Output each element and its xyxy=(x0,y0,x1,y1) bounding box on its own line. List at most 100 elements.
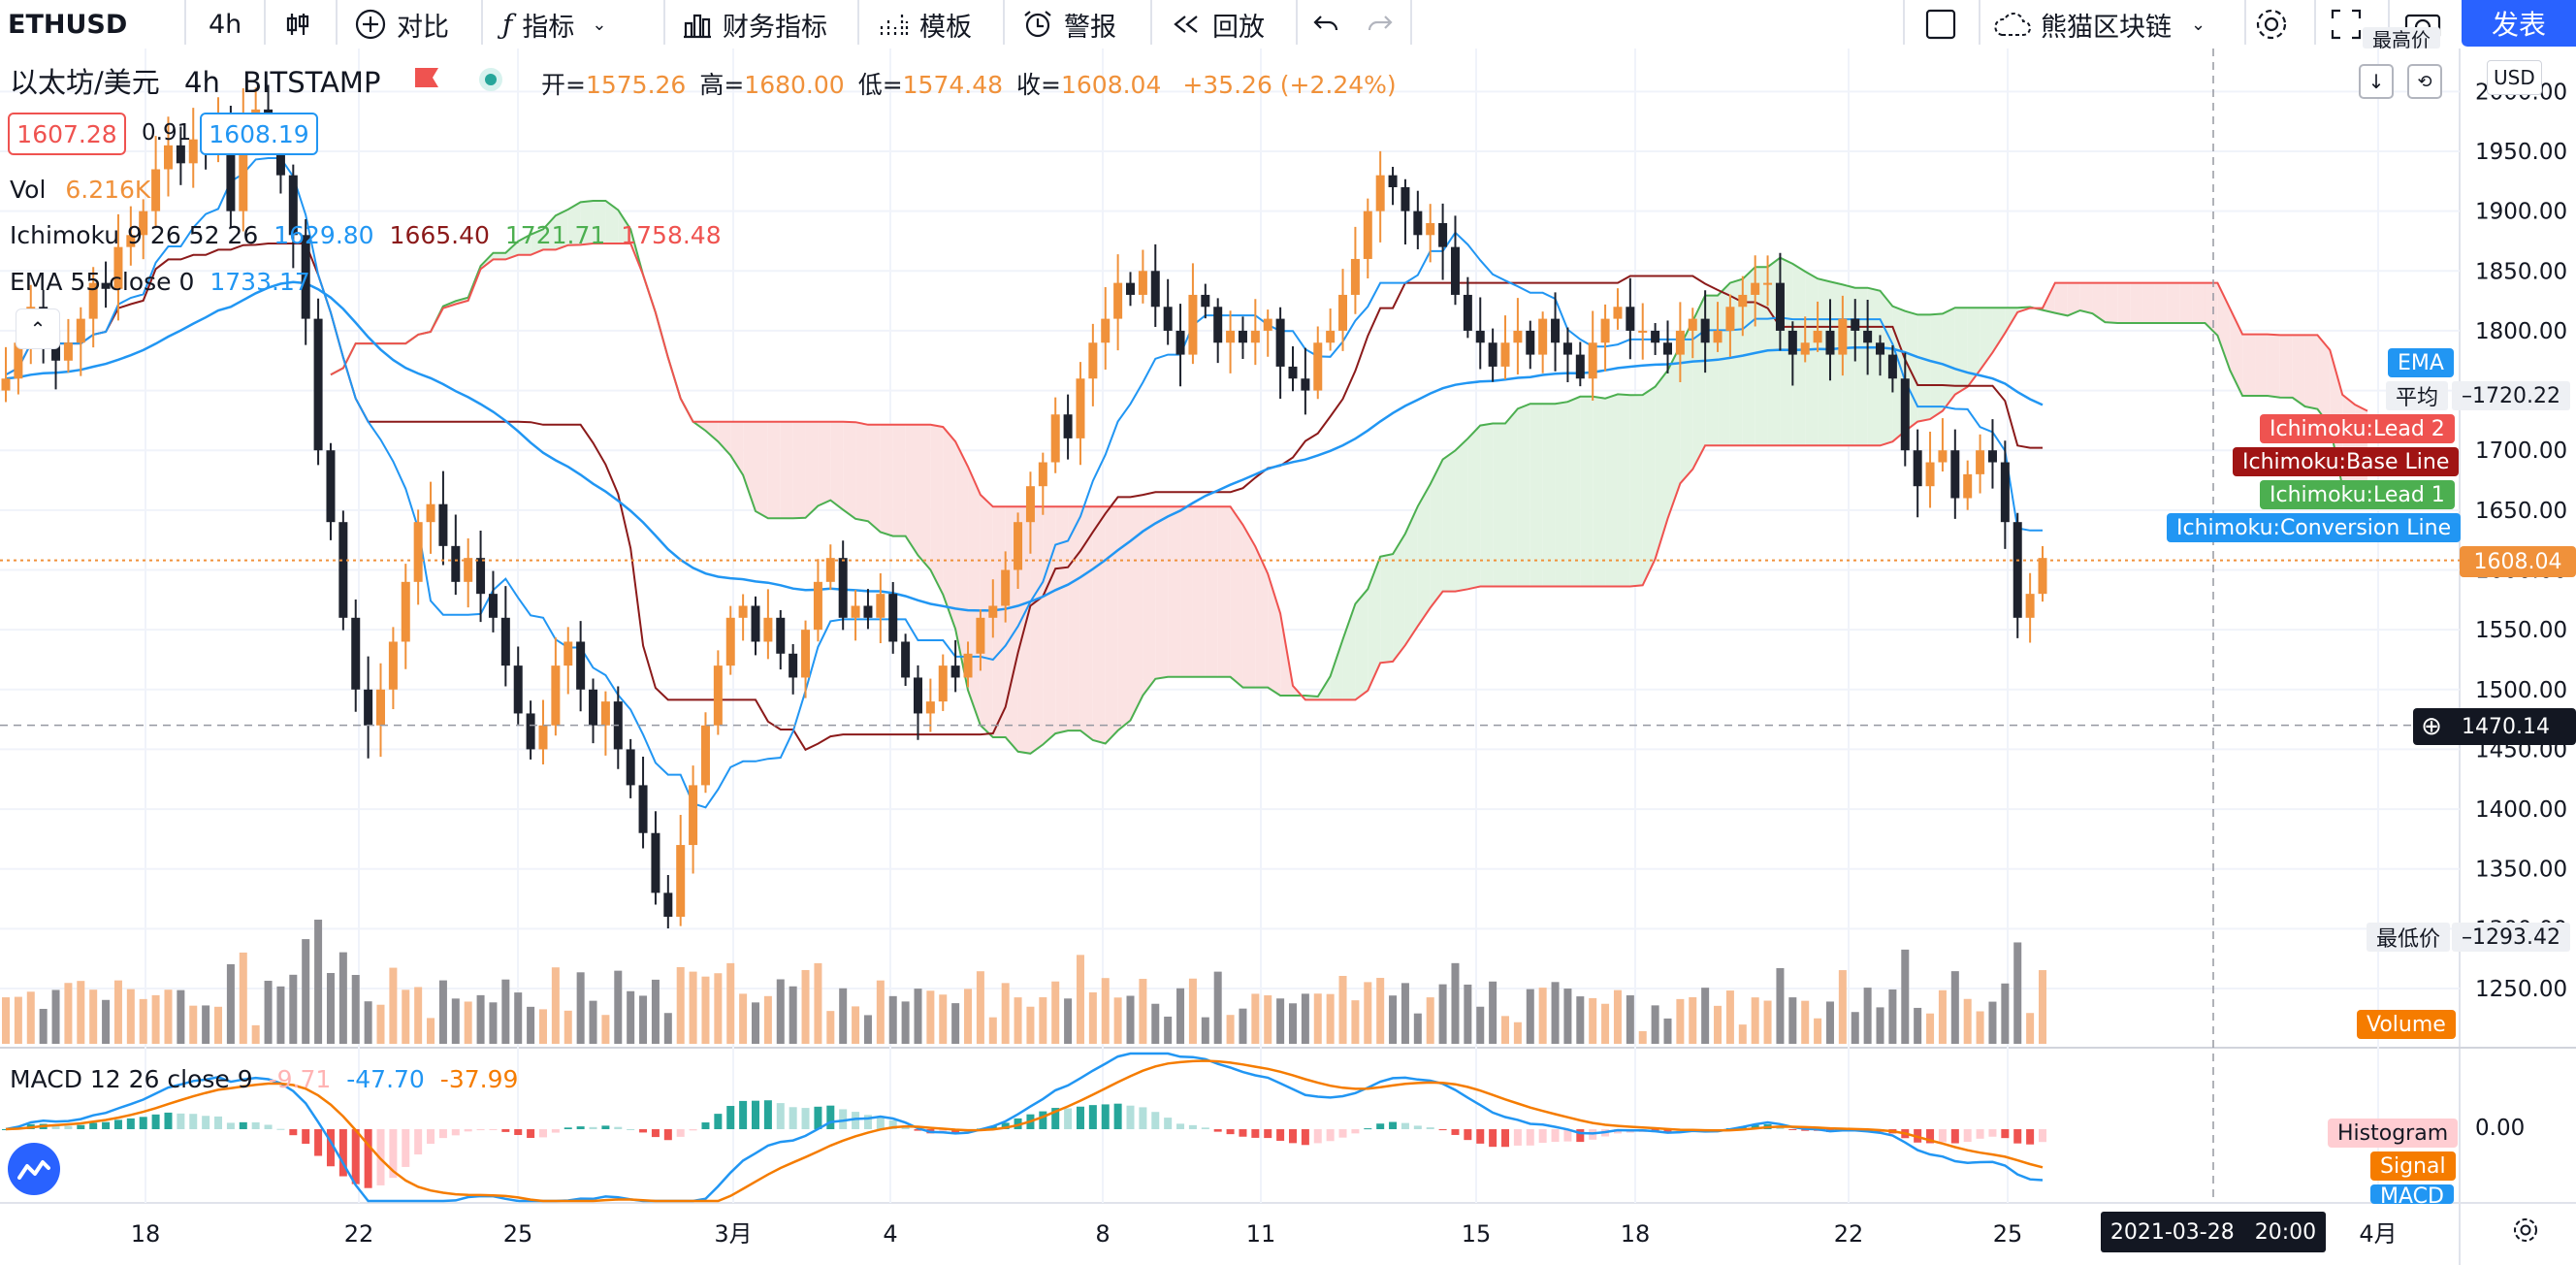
settings-button[interactable] xyxy=(2252,0,2301,49)
macd-histogram-bar xyxy=(438,1129,447,1139)
macd-histogram-bar xyxy=(1338,1129,1347,1138)
volume-bar xyxy=(427,1018,435,1044)
compare-label: 对比 xyxy=(397,12,449,43)
redo-button[interactable] xyxy=(1364,0,1404,49)
candles-icon xyxy=(283,10,312,39)
auto-scale-icon: ⟲ xyxy=(2417,71,2432,92)
volume-bar xyxy=(651,979,660,1044)
macd-histogram-bar xyxy=(64,1125,73,1129)
volume-bar xyxy=(714,973,723,1044)
candle-body xyxy=(1513,330,1523,343)
volume-bar xyxy=(1763,1000,1772,1044)
volume-bar xyxy=(1576,996,1585,1044)
ichimoku-cloud-segment xyxy=(593,200,606,243)
candle-body xyxy=(551,665,561,726)
macd-histogram-bar xyxy=(338,1129,347,1177)
ichimoku-cloud-segment xyxy=(1755,267,1768,446)
candle-style-button[interactable] xyxy=(283,0,322,49)
financials-button[interactable]: 财务指标 xyxy=(682,0,827,49)
publish-button[interactable]: 发表 xyxy=(2462,0,2576,47)
volume-bar xyxy=(1738,1024,1747,1044)
sell-price-button[interactable]: 1607.28 xyxy=(8,113,126,155)
macd-histogram-bar xyxy=(551,1129,560,1133)
interval-button[interactable]: 4h xyxy=(209,9,242,40)
candle-body xyxy=(1001,569,1011,606)
layout-name-label: 熊猫区块链 xyxy=(2041,12,2172,43)
auto-scale-button[interactable]: ⟲ xyxy=(2407,64,2442,99)
alert-button[interactable]: 警报 xyxy=(1021,0,1116,49)
volume-bar xyxy=(976,971,984,1044)
average-label: 平均 xyxy=(2386,381,2449,410)
macd-zero-label: 0.00 xyxy=(2475,1116,2525,1141)
candle-body xyxy=(2025,594,2035,618)
macd-histogram-bar xyxy=(151,1114,160,1129)
ichimoku-cloud-segment xyxy=(1605,394,1618,587)
tradingview-logo[interactable] xyxy=(8,1143,60,1195)
candle-body xyxy=(1275,318,1285,367)
volume-bar xyxy=(113,980,122,1044)
flag-icon[interactable] xyxy=(415,68,438,87)
ichimoku-cloud-segment xyxy=(2079,282,2093,314)
layout-toggle-button[interactable] xyxy=(1924,0,1967,49)
ema-legend[interactable]: EMA 55 close 0 1733.17 xyxy=(10,268,310,296)
macd-histogram-bar xyxy=(427,1129,435,1145)
replay-button[interactable]: 回放 xyxy=(1170,0,1265,49)
ichimoku-cloud-segment xyxy=(1092,506,1106,744)
toolbar-divider xyxy=(1003,0,1005,45)
ichimoku-cloud-segment xyxy=(1642,386,1656,586)
candle-body xyxy=(1775,282,1785,331)
volume-bar xyxy=(914,989,922,1044)
volume-bar xyxy=(464,1001,472,1044)
volume-bar xyxy=(1788,997,1797,1044)
macd-histogram-bar xyxy=(1551,1129,1560,1143)
currency-button[interactable]: USD xyxy=(2487,60,2542,95)
ichimoku-legend[interactable]: Ichimoku 9 26 52 26 1629.80 1665.40 1721… xyxy=(10,221,722,249)
average-value: – 1720.22 xyxy=(2452,381,2570,410)
ohlc-value: 1574.48 xyxy=(902,71,1004,99)
buy-price-button[interactable]: 1608.19 xyxy=(200,113,318,155)
volume-bar xyxy=(1113,997,1122,1044)
ichimoku-cloud-segment xyxy=(2205,282,2218,336)
volume-bar xyxy=(1988,1001,1997,1044)
collapse-legend-button[interactable]: ⌃ xyxy=(16,308,60,349)
ichimoku-cloud-segment xyxy=(1230,506,1243,688)
fullscreen-button[interactable] xyxy=(2330,0,2372,49)
scroll-down-button[interactable]: ↓ xyxy=(2359,64,2394,99)
macd-histogram-bar xyxy=(1501,1129,1510,1148)
volume-bar xyxy=(1801,1000,1810,1044)
symbol-search-button[interactable]: ETHUSD xyxy=(8,9,128,40)
macd-histogram-bar xyxy=(689,1129,697,1131)
ohlc-value: 1575.26 xyxy=(585,71,687,99)
chart-settings-button[interactable] xyxy=(2504,1213,2547,1251)
macd-histogram-bar xyxy=(1526,1129,1534,1146)
volume-bar xyxy=(1476,1006,1485,1044)
volume-bar xyxy=(1426,997,1434,1044)
templates-button[interactable]: 模板 xyxy=(879,0,972,49)
add-alert-icon[interactable]: ⊕ xyxy=(2421,712,2442,741)
indicators-button[interactable]: ƒ 指标 ⌄ xyxy=(502,0,606,49)
ichimoku-cloud-segment xyxy=(2279,335,2293,398)
macd-histogram-bar xyxy=(1351,1129,1360,1134)
undo-button[interactable] xyxy=(1311,0,1352,49)
volume-legend[interactable]: Vol 6.216K xyxy=(10,176,151,204)
ichimoku-cloud-segment xyxy=(1530,404,1543,587)
symbol-legend[interactable]: 以太坊/美元 4h BITSTAMP xyxy=(10,60,380,101)
candle-body xyxy=(2000,462,2010,523)
candle-body xyxy=(1101,318,1111,343)
compare-button[interactable]: 对比 xyxy=(354,0,449,49)
macd-histogram-bar xyxy=(1139,1107,1147,1129)
volume-bar xyxy=(1039,997,1047,1044)
layout-name-button[interactable]: 熊猫区块链 ⌄ xyxy=(1992,0,2206,49)
undo-icon xyxy=(1311,11,1342,38)
macd-histogram-bar xyxy=(752,1100,760,1129)
candle-body xyxy=(1600,318,1610,343)
macd-histogram-bar xyxy=(1788,1129,1797,1130)
volume-bar xyxy=(1714,1005,1723,1044)
price-tick-label: 1800.00 xyxy=(2475,319,2567,344)
ichimoku-cloud-segment xyxy=(2105,282,2118,324)
macd-histogram-bar xyxy=(451,1129,460,1136)
ichimoku-cloud-segment xyxy=(567,202,581,245)
volume-bar xyxy=(988,1017,997,1044)
macd-legend[interactable]: MACD 12 26 close 9 -9.71 -47.70 -37.99 xyxy=(10,1065,519,1093)
